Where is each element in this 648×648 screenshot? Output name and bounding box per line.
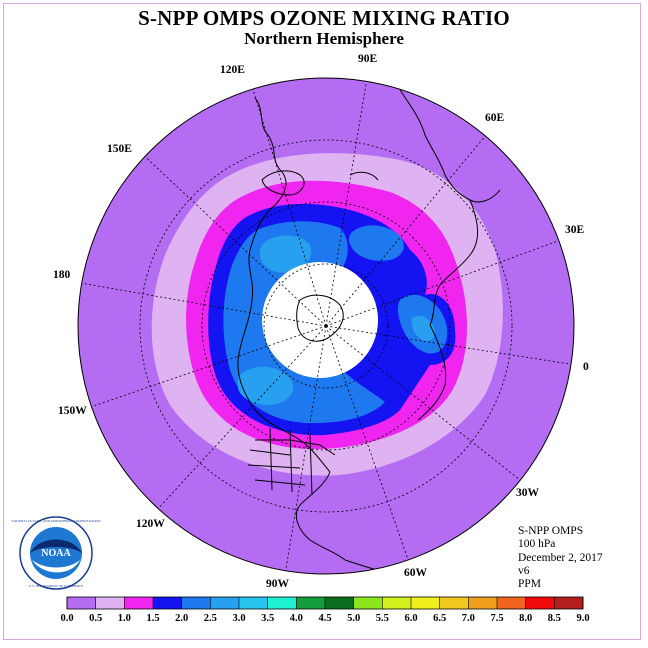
colorbar-tick-label: 6.5 xyxy=(433,613,446,624)
lon-label-150E: 150E xyxy=(107,143,132,155)
lon-label-0: 0 xyxy=(583,361,589,373)
colorbar-swatch xyxy=(124,597,154,609)
colorbar-swatch xyxy=(554,597,584,609)
figure-frame xyxy=(3,3,641,640)
colorbar-tick-label: 5.0 xyxy=(347,613,360,624)
ozone-band-2.5-3.0-south xyxy=(237,366,294,406)
ozone-band-2.5-3.0 xyxy=(259,235,312,273)
graticule xyxy=(78,78,574,574)
page-subtitle: Northern Hemisphere xyxy=(244,29,404,48)
lon-label-120W: 120W xyxy=(136,518,165,530)
polar-night-region xyxy=(262,262,378,378)
colorbar-swatch xyxy=(95,597,125,609)
noaa-logo-text: NOAA xyxy=(41,548,71,559)
info-units: PPM xyxy=(518,578,542,591)
colorbar-swatch xyxy=(325,597,354,609)
colorbar-tick-label: 6.0 xyxy=(404,613,417,624)
colorbar-tick-label: 7.0 xyxy=(462,613,475,624)
colorbar-swatch xyxy=(267,597,297,609)
colorbar-swatch xyxy=(296,597,326,609)
lon-label-30E: 30E xyxy=(565,224,585,236)
lon-label-90E: 90E xyxy=(358,53,378,65)
colorbar-tick-label: 0.5 xyxy=(89,613,102,624)
colorbar-swatch xyxy=(153,597,182,609)
colorbar-swatch xyxy=(439,597,469,609)
colorbar-swatch xyxy=(239,597,268,609)
colorbar: 0.0 0.5 1.0 1.5 2.0 2.5 3.0 3.5 4.0 4.5 5.0 5.5 6.0 6… xyxy=(60,596,590,624)
ozone-band-2.0-2.5-north xyxy=(349,225,404,261)
coastlines xyxy=(237,89,501,574)
info-level: 100 hPa xyxy=(518,538,556,551)
lon-label-60W: 60W xyxy=(404,567,428,579)
colorbar-swatch xyxy=(353,597,383,609)
info-instrument: S-NPP OMPS xyxy=(518,525,584,537)
colorbar-swatch xyxy=(525,597,555,609)
colorbar-tick-label: 1.5 xyxy=(146,613,159,624)
lon-label-60E: 60E xyxy=(485,112,505,124)
colorbar-tick-label: 7.5 xyxy=(490,613,503,624)
lon-label-120E: 120E xyxy=(220,64,245,76)
colorbar-swatch xyxy=(210,597,240,609)
colorbar-swatch xyxy=(411,597,440,609)
lon-label-90W: 90W xyxy=(266,578,290,590)
info-date: December 2, 2017 xyxy=(518,551,603,564)
colorbar-tick-label: 3.0 xyxy=(232,613,245,624)
colorbar-tick-label: 8.5 xyxy=(548,613,561,624)
lon-label-150W: 150W xyxy=(58,405,87,417)
info-version: v6 xyxy=(518,564,530,577)
colorbar-tick-label: 1.0 xyxy=(118,613,131,624)
lon-label-180: 180 xyxy=(53,269,71,281)
ozone-band-2.5-3.0-east xyxy=(411,315,435,342)
colorbar-swatch xyxy=(497,597,526,609)
map-border xyxy=(77,77,575,575)
colorbar-swatch xyxy=(67,597,96,609)
colorbar-tick-label: 8.0 xyxy=(519,613,532,624)
colorbar-tick-label: 4.0 xyxy=(290,613,303,624)
lon-label-30W: 30W xyxy=(516,487,540,499)
colorbar-tick-label: 2.0 xyxy=(175,613,188,624)
colorbar-tick-label: 4.5 xyxy=(318,613,331,624)
colorbar-tick-label: 2.5 xyxy=(204,613,217,624)
noaa-logo-ring-text: NATIONAL OCEANIC AND ATMOSPHERIC ADMINIS… xyxy=(11,519,101,523)
colorbar-swatch xyxy=(382,597,412,609)
colorbar-swatch xyxy=(468,597,498,609)
info-block: S-NPP OMPS 100 hPa December 2, 2017 v6 P… xyxy=(518,525,603,591)
colorbar-tick-label: 5.5 xyxy=(376,613,389,624)
colorbar-tick-label: 9.0 xyxy=(576,613,589,624)
page-title: S-NPP OMPS OZONE MIXING RATIO xyxy=(138,6,510,30)
noaa-logo: NOAA NATIONAL OCEANIC AND ATMOSPHERIC AD… xyxy=(11,516,101,590)
colorbar-swatch xyxy=(181,597,211,609)
colorbar-tick-label: 0.0 xyxy=(60,613,73,624)
colorbar-tick-label: 3.5 xyxy=(261,613,274,624)
noaa-logo-ring-text-bottom: U.S. DEPARTMENT OF COMMERCE xyxy=(29,584,84,588)
